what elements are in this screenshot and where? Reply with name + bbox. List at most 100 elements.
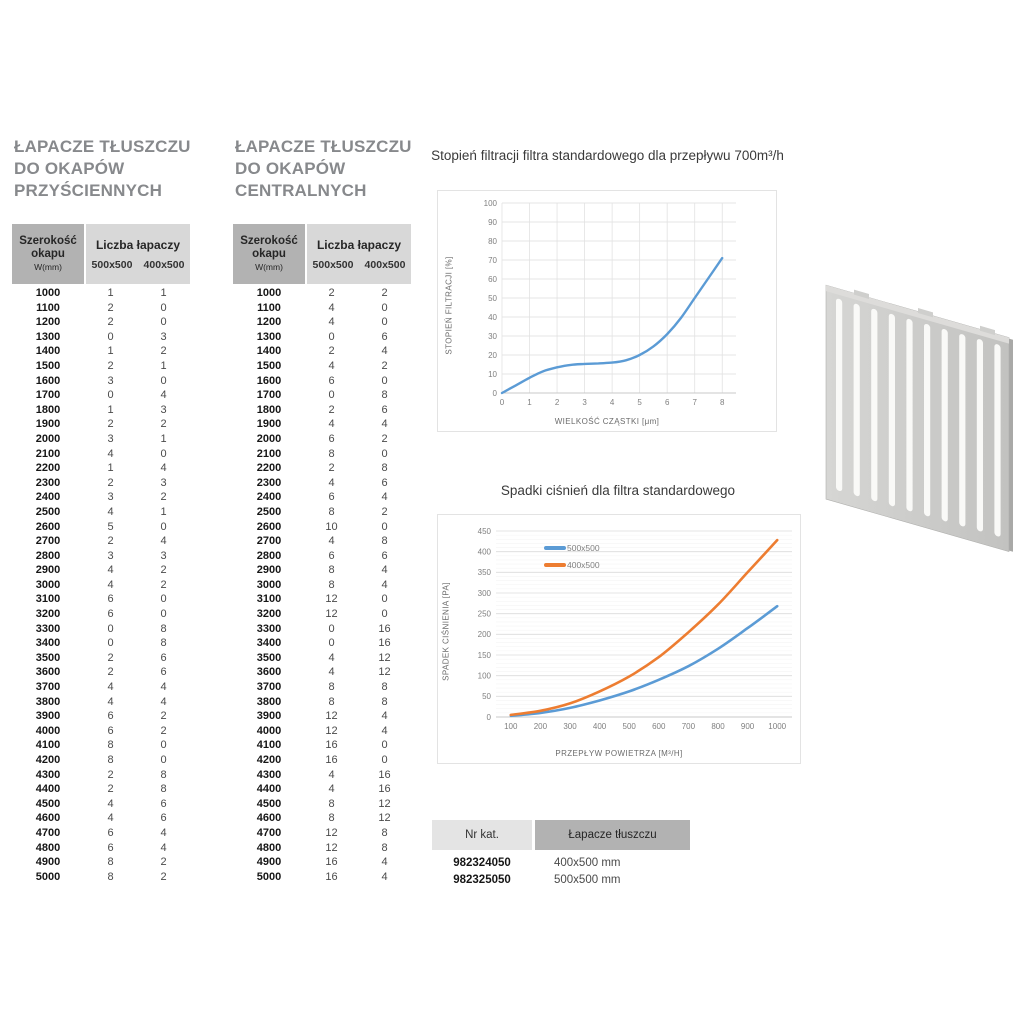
cell: 1700: [256, 389, 282, 402]
table-row: 3500 2 6: [12, 651, 190, 666]
cell: 16: [325, 870, 338, 883]
cell: 2100: [256, 447, 282, 460]
cell: 1400: [256, 345, 282, 358]
cell: 6: [160, 797, 167, 810]
filtration-y-axis-label: STOPIEŃ FILTRACJI [%]: [444, 256, 454, 355]
cell: 4800: [35, 841, 61, 854]
cell: 2: [381, 359, 388, 372]
table-row: 982325050 500x500 mm: [432, 872, 690, 889]
table-row: 2400 3 2: [12, 490, 190, 505]
table-row: 1700 0 4: [12, 388, 190, 403]
cell: 4500: [35, 797, 61, 810]
cell: 1700: [35, 389, 61, 402]
table-row: 3400 0 16: [233, 636, 411, 651]
cell: 1100: [257, 301, 281, 314]
cell: 2: [107, 768, 114, 781]
cell: 12: [325, 826, 338, 839]
cell: 8: [381, 826, 388, 839]
table-row: 4800 6 4: [12, 841, 190, 856]
wall-table-body: 1000 1 1 1100 2 0 1200 2 0 1300 0 3 1400 1 2 1500 2 1 1600…: [12, 286, 190, 884]
table-row: 1600 3 0: [12, 374, 190, 389]
svg-text:1000: 1000: [768, 722, 786, 731]
cell: 10: [325, 520, 338, 533]
table-row: 1600 6 0: [233, 374, 411, 389]
table-row: 2300 2 3: [12, 476, 190, 491]
table-row: 3600 4 12: [233, 665, 411, 680]
cell: 2100: [35, 447, 61, 460]
filter-tab: [854, 289, 869, 299]
cell: 3700: [35, 681, 61, 694]
cell: 12: [378, 651, 391, 664]
cell: 2: [107, 359, 114, 372]
cell: 3200: [35, 608, 61, 621]
cell: 2: [328, 287, 335, 299]
central-title-line1: ŁAPACZE TŁUSZCZU: [235, 137, 412, 156]
table-row: 1800 1 3: [12, 403, 190, 418]
svg-text:7: 7: [692, 398, 697, 407]
chart2-plot-svg: 0 50 100 150 200 250 300 350 400 450 100 200 300 400 5…: [478, 527, 792, 731]
cell: 982325050: [453, 874, 511, 886]
cell: 4100: [35, 739, 61, 752]
cell: 1400: [35, 345, 61, 358]
cell: 1: [160, 359, 167, 372]
cell: 4: [381, 870, 388, 883]
svg-text:700: 700: [682, 722, 696, 731]
cell: 8: [381, 389, 388, 402]
table-row: 982324050 400x500 mm: [432, 855, 690, 872]
cell: 0: [381, 447, 388, 460]
cell: 500x500 mm: [554, 874, 621, 886]
legend-label: 500x500: [567, 543, 600, 553]
cell: 3500: [256, 651, 282, 664]
table-row: 4500 8 12: [233, 797, 411, 812]
cell: 2: [107, 316, 114, 329]
cell: 6: [160, 651, 167, 664]
cell: 8: [381, 681, 388, 694]
cell: 12: [325, 724, 338, 737]
cell: 8: [328, 797, 335, 810]
table-row: 4800 12 8: [233, 841, 411, 856]
pressure-y-axis-label: SPADEK CIŚNIENIA [PA]: [441, 582, 451, 681]
table-row: 5000 16 4: [233, 870, 411, 885]
table-row: 2500 4 1: [12, 505, 190, 520]
cell: 4: [107, 797, 114, 810]
cell: 1: [107, 345, 114, 358]
cell: 0: [107, 389, 114, 402]
cell: 3: [107, 374, 114, 387]
table-row: 1100 2 0: [12, 301, 190, 316]
cell: 16: [378, 768, 391, 781]
cell: 6: [107, 724, 114, 737]
cell: 6: [107, 710, 114, 723]
cell: 4400: [256, 783, 282, 796]
table-row: 3700 8 8: [233, 680, 411, 695]
cell: 4: [328, 768, 335, 781]
table-row: 3900 6 2: [12, 709, 190, 724]
cell: 6: [160, 666, 167, 679]
catalog-header-lapacze: Łapacze tłuszczu: [535, 820, 690, 850]
header-label: okapu: [31, 247, 65, 260]
cell: 4: [160, 681, 167, 694]
table-row: 4000 6 2: [12, 724, 190, 739]
cell: 4: [160, 826, 167, 839]
table-row: 5000 8 2: [12, 870, 190, 885]
table-row: 4700 12 8: [233, 826, 411, 841]
cell: 3: [160, 403, 167, 416]
cell: 4200: [35, 754, 61, 766]
svg-text:50: 50: [488, 294, 497, 303]
table-row: 3200 6 0: [12, 607, 190, 622]
cell: 2: [107, 418, 114, 431]
cell: 4: [107, 564, 114, 577]
cell: 4800: [256, 841, 282, 854]
cell: 1500: [35, 359, 61, 372]
cell: 4900: [35, 856, 61, 869]
cell: 16: [378, 622, 391, 635]
wall-hoods-table: Szerokość okapu W(mm) Liczba łapaczy 500…: [12, 224, 190, 884]
cell: 0: [381, 374, 388, 387]
central-table-header: Szerokość okapu W(mm) Liczba łapaczy 500…: [233, 224, 411, 284]
svg-text:80: 80: [488, 237, 497, 246]
cell: 3200: [256, 608, 282, 621]
cell: 6: [107, 826, 114, 839]
table-row: 4900 16 4: [233, 855, 411, 870]
cell: 0: [107, 637, 114, 650]
cell: 8: [328, 681, 335, 694]
cell: 1: [160, 432, 167, 445]
